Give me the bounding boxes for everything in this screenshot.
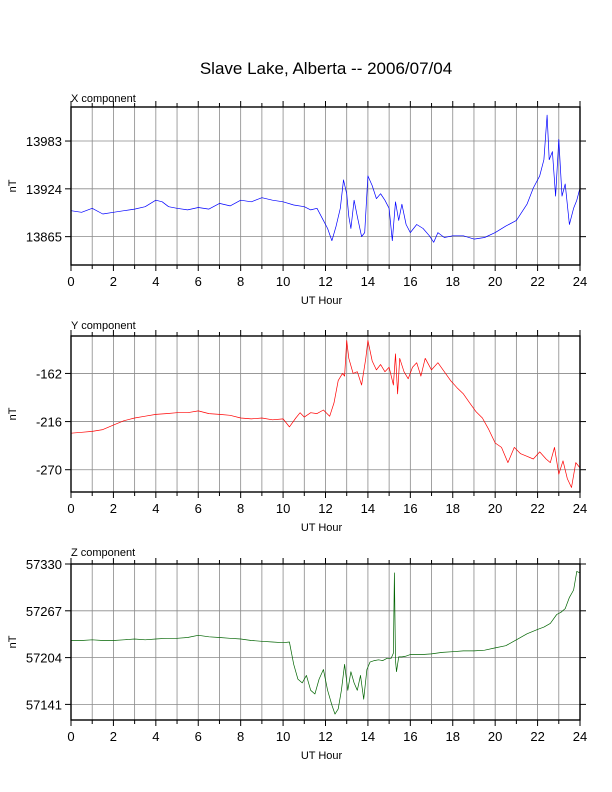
- x-tick-label: 10: [276, 274, 290, 289]
- x-tick-label: 16: [403, 501, 417, 516]
- x-tick-label: 14: [361, 501, 375, 516]
- x-tick-label: 16: [403, 729, 417, 744]
- x-tick-label: 12: [318, 274, 332, 289]
- chart-title: Slave Lake, Alberta -- 2006/07/04: [200, 59, 452, 78]
- x-tick-label: 18: [446, 274, 460, 289]
- x-tick-label: 8: [237, 274, 244, 289]
- x-tick-label: 2: [110, 729, 117, 744]
- x-tick-label: 22: [530, 501, 544, 516]
- x-axis-label: UT Hour: [301, 295, 343, 307]
- x-tick-label: 0: [67, 274, 74, 289]
- x-tick-label: 6: [195, 729, 202, 744]
- x-tick-label: 2: [110, 501, 117, 516]
- x-tick-label: 20: [488, 274, 502, 289]
- x-tick-label: 4: [152, 501, 159, 516]
- x-tick-label: 24: [573, 729, 587, 744]
- x-tick-label: 10: [276, 501, 290, 516]
- x-tick-label: 6: [195, 274, 202, 289]
- x-tick-label: 18: [446, 501, 460, 516]
- x-tick-label: 0: [67, 729, 74, 744]
- x-tick-label: 12: [318, 729, 332, 744]
- x-tick-label: 22: [530, 729, 544, 744]
- x-tick-label: 24: [573, 274, 587, 289]
- y-tick-label: -162: [36, 366, 62, 381]
- x-tick-label: 4: [152, 274, 159, 289]
- x-tick-label: 2: [110, 274, 117, 289]
- x-tick-label: 10: [276, 729, 290, 744]
- y-tick-label: 57330: [26, 557, 62, 572]
- y-tick-label: 13924: [26, 182, 62, 197]
- x-tick-label: 8: [237, 729, 244, 744]
- data-series-line: [70, 340, 581, 488]
- x-axis-label: UT Hour: [301, 522, 343, 534]
- x-tick-label: 22: [530, 274, 544, 289]
- y-tick-label: 13983: [26, 134, 62, 149]
- y-axis-label: nT: [7, 635, 19, 648]
- x-tick-label: 24: [573, 501, 587, 516]
- x-axis-label: UT Hour: [301, 750, 343, 762]
- x-tick-label: 14: [361, 274, 375, 289]
- x-tick-label: 20: [488, 501, 502, 516]
- x-tick-label: 8: [237, 501, 244, 516]
- x-tick-label: 0: [67, 501, 74, 516]
- y-tick-label: -216: [36, 415, 62, 430]
- x-tick-label: 20: [488, 729, 502, 744]
- y-tick-label: 57141: [26, 697, 62, 712]
- x-tick-label: 6: [195, 501, 202, 516]
- x-tick-label: 16: [403, 274, 417, 289]
- y-tick-label: 57204: [26, 651, 62, 666]
- x-tick-label: 18: [446, 729, 460, 744]
- panel-title: Y component: [71, 320, 136, 332]
- panel-title: Z component: [71, 547, 135, 559]
- x-tick-label: 14: [361, 729, 375, 744]
- x-tick-label: 4: [152, 729, 159, 744]
- y-tick-label: -270: [36, 463, 62, 478]
- x-tick-label: 12: [318, 501, 332, 516]
- panel-title: X component: [71, 93, 136, 105]
- y-tick-label: 13865: [26, 230, 62, 245]
- data-series-line: [70, 114, 581, 243]
- y-axis-label: nT: [7, 179, 19, 192]
- data-series-line: [71, 571, 581, 715]
- y-tick-label: 57267: [26, 604, 62, 619]
- y-axis-label: nT: [7, 407, 19, 420]
